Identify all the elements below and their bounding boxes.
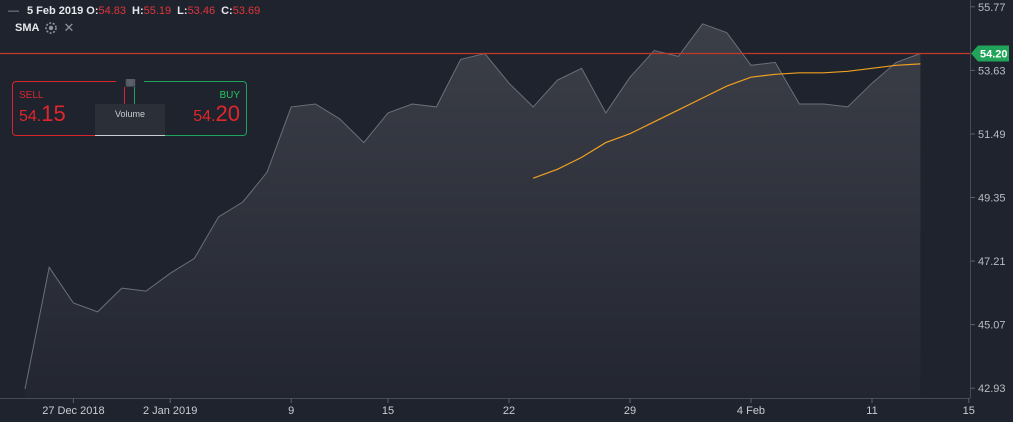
x-tick-label: 22 [503, 405, 515, 417]
price-axis[interactable]: 55.77 53.63 51.49 49.35 47.21 45.07 42.93 [970, 2, 1006, 395]
buy-price-small: 54. [193, 108, 216, 125]
sell-button[interactable]: SELL 54.15 [12, 81, 125, 136]
series-dash-icon: — [8, 5, 19, 17]
close-label: C: [221, 5, 233, 17]
sell-label: SELL [19, 90, 44, 101]
indicator-name: SMA [15, 22, 40, 34]
sma-series [532, 63, 921, 179]
open-label: O: [86, 5, 99, 17]
low-label: L: [177, 5, 188, 17]
buy-label: BUY [219, 90, 240, 101]
x-tick-label: 15 [382, 405, 394, 417]
sell-price-big: 15 [41, 101, 66, 126]
sma-line [532, 63, 921, 179]
indicator-legend: SMA ✕ [15, 20, 74, 36]
ohlc-header: — 5 Feb 2019 O: 54.83 H: 55.19 L: 53.46 … [8, 5, 263, 17]
x-tick-label: 4 Feb [737, 405, 765, 417]
y-tick-label: 55.77 [978, 2, 1006, 14]
x-tick-label: 9 [288, 405, 294, 417]
area-line [24, 23, 921, 390]
low-value: 53.46 [187, 5, 216, 17]
y-tick-label: 47.21 [978, 256, 1006, 268]
high-label: H: [132, 5, 144, 17]
y-tick-label: 51.49 [978, 129, 1006, 141]
area-series [24, 23, 921, 399]
x-tick-label: 2 Jan 2019 [143, 405, 197, 417]
y-tick-label: 42.93 [978, 383, 1006, 395]
buy-price: 54.20 [193, 101, 240, 127]
close-value: 53.69 [232, 5, 261, 17]
sell-price: 54.15 [19, 101, 66, 127]
time-axis[interactable]: 27 Dec 2018 2 Jan 2019 9 15 22 29 4 Feb 11 15 [42, 398, 975, 417]
x-tick-label: 15 [963, 405, 975, 417]
y-tick-label: 49.35 [978, 193, 1006, 205]
x-tick-label: 29 [624, 405, 636, 417]
volume-tab[interactable]: Volume [95, 104, 165, 136]
x-tick-label: 27 Dec 2018 [42, 405, 104, 417]
open-value: 54.83 [98, 5, 127, 17]
gear-icon[interactable] [44, 21, 58, 35]
buy-price-big: 20 [215, 101, 240, 126]
header-date: 5 Feb 2019 [27, 5, 84, 17]
y-tick-label: 45.07 [978, 320, 1006, 332]
trade-widget: SELL 54.15 BUY 54.20 ||||||||| Volume [12, 78, 247, 137]
close-icon[interactable]: ✕ [63, 20, 75, 35]
y-tick-label: 53.63 [978, 65, 1006, 77]
price-tag-bg [971, 45, 1009, 62]
price-tag-label: 54.20 [980, 49, 1008, 61]
drag-handle-icon[interactable]: ||||||||| [116, 78, 144, 87]
current-price-tag: 54.20 [971, 45, 1009, 62]
high-value: 55.19 [143, 5, 172, 17]
x-tick-label: 11 [866, 405, 877, 417]
sell-price-small: 54. [19, 108, 42, 125]
area-fill [25, 23, 921, 399]
